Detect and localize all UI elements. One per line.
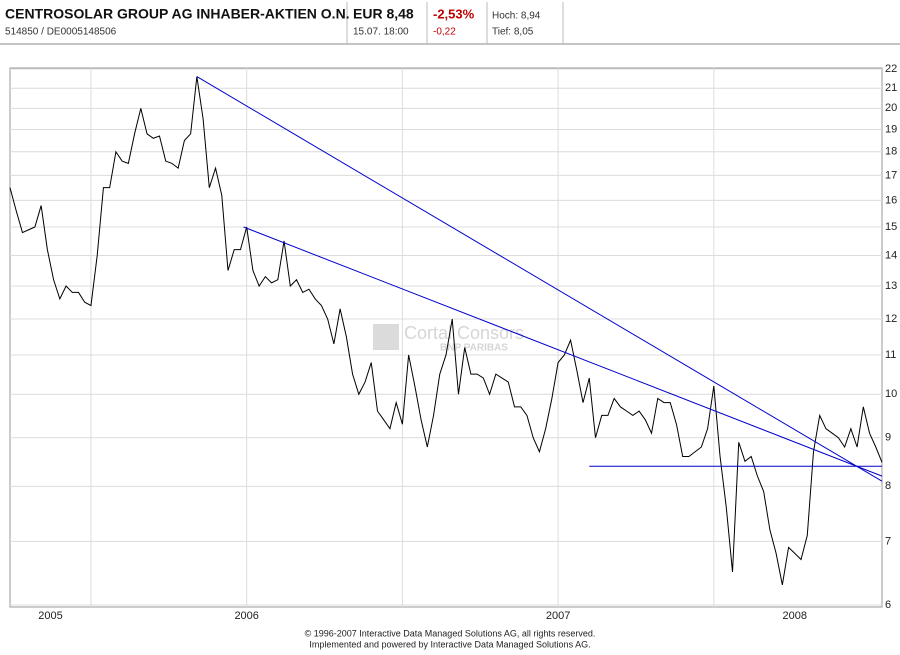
- y-tick-label: 14: [885, 249, 897, 261]
- low: Tief: 8,05: [492, 27, 534, 38]
- y-tick-label: 16: [885, 194, 897, 206]
- y-tick-label: 10: [885, 388, 897, 400]
- y-tick-label: 18: [885, 146, 897, 158]
- y-tick-label: 8: [885, 480, 891, 492]
- x-tick-label: 2006: [234, 610, 258, 622]
- stock-name: CENTROSOLAR GROUP AG INHABER-AKTIEN O.N.: [5, 6, 350, 22]
- stock-ids: 514850 / DE0005148506: [5, 27, 117, 38]
- trend-line: [196, 76, 883, 482]
- y-tick-label: 6: [885, 599, 891, 611]
- footer: © 1996-2007 Interactive Data Managed Sol…: [305, 628, 596, 638]
- header: CENTROSOLAR GROUP AG INHABER-AKTIEN O.N.…: [0, 2, 900, 45]
- watermark-text: BNP PARIBAS: [440, 343, 508, 354]
- watermark: Cortal Consors BNP PARIBAS: [373, 323, 524, 354]
- change-abs: -0,22: [433, 27, 456, 38]
- x-tick-label: 2007: [546, 610, 570, 622]
- y-tick-label: 7: [885, 535, 891, 547]
- y-tick-label: 21: [885, 82, 897, 94]
- plot-area: [9, 67, 883, 608]
- x-tick-label: 2005: [38, 610, 62, 622]
- time: 15.07. 18:00: [353, 27, 409, 38]
- y-tick-label: 11: [885, 349, 896, 361]
- price: EUR 8,48: [353, 6, 414, 22]
- y-tick-label: 22: [885, 63, 897, 75]
- y-tick-label: 19: [885, 123, 897, 135]
- watermark-text: Cortal Consors: [404, 323, 524, 343]
- y-tick-label: 12: [885, 313, 897, 325]
- y-tick-label: 15: [885, 221, 897, 233]
- y-tick-label: 17: [885, 169, 897, 181]
- y-tick-label: 20: [885, 102, 897, 114]
- y-tick-label: 13: [885, 280, 897, 292]
- y-tick-label: 9: [885, 432, 891, 444]
- trend-line: [243, 226, 883, 477]
- watermark-logo: [373, 324, 399, 350]
- x-tick-label: 2008: [783, 610, 807, 622]
- footer: Implemented and powered by Interactive D…: [309, 639, 590, 649]
- change-pct: -2,53%: [433, 6, 475, 21]
- price-line: [9, 76, 883, 585]
- high: Hoch: 8,94: [492, 11, 541, 22]
